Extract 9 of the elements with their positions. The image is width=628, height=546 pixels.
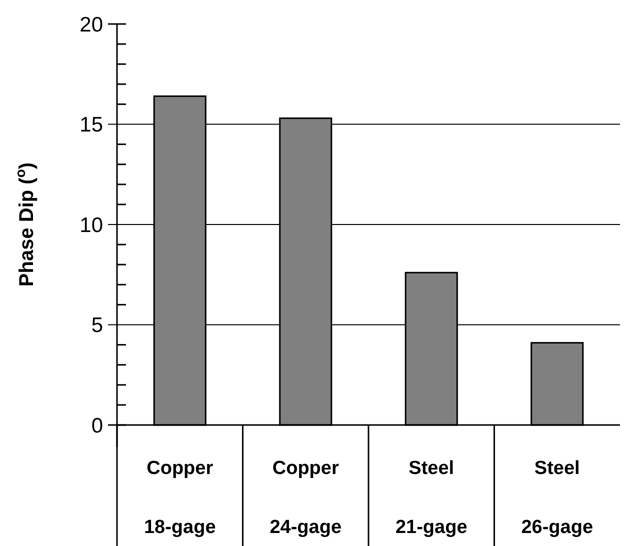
y-tick-label: 20 xyxy=(80,13,103,36)
y-tick-label: 5 xyxy=(91,314,103,338)
y-tick-label: 10 xyxy=(80,214,103,237)
category-label: Copper 18-gage xyxy=(144,458,216,538)
category-label: Copper 24-gage xyxy=(270,458,342,538)
category-label: Steel 26-gage xyxy=(521,458,594,538)
category-label: Steel 21-gage xyxy=(395,458,468,538)
y-tick-label: 15 xyxy=(80,114,103,137)
y-tick-label: 0 xyxy=(91,414,103,438)
